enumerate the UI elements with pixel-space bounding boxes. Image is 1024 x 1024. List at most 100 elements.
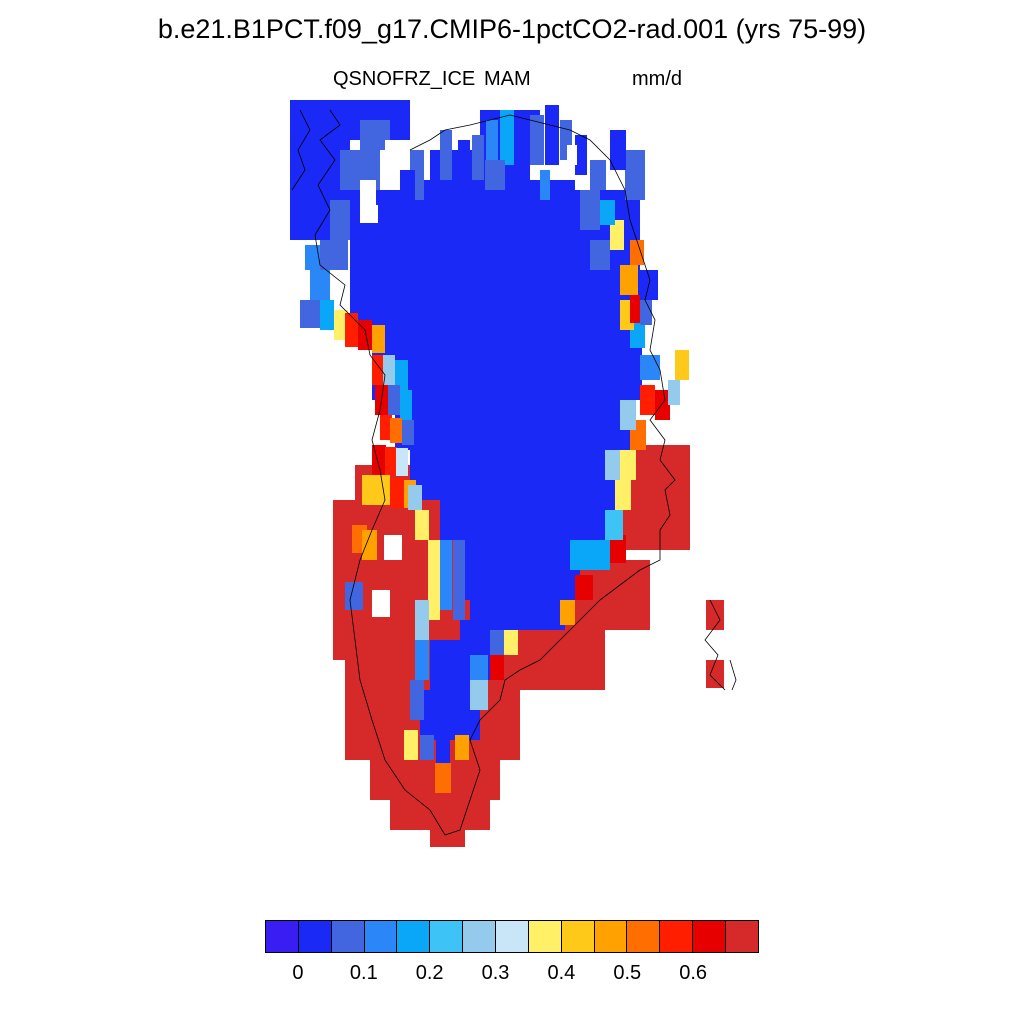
grid-cell <box>372 325 385 353</box>
grid-cell <box>415 600 429 640</box>
grid-cell <box>358 320 372 350</box>
grid-cell <box>605 510 623 540</box>
grid-cell <box>320 240 348 270</box>
colorbar-tick-labels: 0 0.1 0.2 0.3 0.4 0.5 0.6 <box>0 962 1024 988</box>
grid-cell <box>470 655 488 680</box>
grid-cell <box>455 735 469 760</box>
grid-cell <box>625 150 645 200</box>
grid-cell <box>575 575 593 600</box>
colorbar-swatch <box>594 921 628 952</box>
colorbar-tick-label: 0.6 <box>679 962 708 984</box>
colorbar-swatch <box>331 921 365 952</box>
grid-cell <box>380 415 392 440</box>
colorbar-swatch <box>397 921 431 952</box>
grid-cell <box>395 360 408 390</box>
grid-cell <box>440 130 452 180</box>
colorbar-swatch <box>266 921 299 952</box>
grid-cell <box>540 170 550 200</box>
colorbar-swatch <box>693 921 727 952</box>
colorbar-swatch <box>726 921 758 952</box>
grid-cell <box>570 540 610 570</box>
grid-cell <box>390 478 404 508</box>
grid-cell <box>435 763 451 793</box>
grid-cell <box>360 205 378 223</box>
grid-cell <box>545 105 559 165</box>
grid-cell <box>490 630 504 655</box>
colorbar-swatch <box>364 921 398 952</box>
grid-cell <box>360 180 376 210</box>
coastline <box>291 109 737 836</box>
grid-cell <box>590 240 610 270</box>
grid-cell <box>500 110 514 165</box>
grid-cell <box>404 730 418 760</box>
grid-cell <box>300 100 410 140</box>
grid-cell <box>470 680 488 710</box>
grid-cell <box>362 475 390 505</box>
grid-cell <box>372 590 390 617</box>
grid-cell <box>655 390 670 420</box>
grid-cell <box>408 485 422 510</box>
colorbar-tick-label: 0.2 <box>415 962 444 984</box>
plot-title: b.e21.B1PCT.f09_g17.CMIP6-1pctCO2-rad.00… <box>157 14 867 44</box>
coastline-path <box>291 109 311 191</box>
grid-cell <box>320 300 334 330</box>
grid-cell <box>610 130 626 170</box>
grid-cell <box>385 140 399 165</box>
grid-cell <box>385 447 397 475</box>
grid-cell <box>472 135 484 180</box>
grid-cell <box>415 510 429 540</box>
units-label: mm/d <box>632 68 682 90</box>
colorbar-tick-label: 0.1 <box>349 962 378 984</box>
grid-cell <box>668 380 680 405</box>
season-label: MAM <box>484 68 531 90</box>
grid-cell <box>300 300 320 328</box>
grid-cell <box>460 530 580 600</box>
grid-cell <box>615 480 631 510</box>
grid-cell <box>600 200 615 225</box>
grid-cell <box>490 655 504 680</box>
grid-cell <box>530 115 544 165</box>
coastline-path <box>729 659 737 691</box>
grid-cell <box>362 530 377 560</box>
colorbar-swatch <box>298 921 332 952</box>
grid-cell <box>400 390 412 420</box>
ice-sheet-cells <box>290 100 724 847</box>
grid-cell <box>330 200 350 240</box>
grid-cell <box>453 540 465 620</box>
grid-cell <box>375 385 389 415</box>
grid-cell <box>567 145 577 165</box>
grid-cell <box>383 355 395 385</box>
grid-cell <box>372 445 386 475</box>
grid-cell <box>485 160 505 190</box>
colorbar-tick-label: 0.5 <box>613 962 642 984</box>
colorbar-tick-label: 0 <box>292 962 304 984</box>
colorbar-tick-label: 0.4 <box>547 962 576 984</box>
grid-cell <box>580 190 600 230</box>
grid-cell <box>706 600 724 630</box>
grid-cell <box>430 820 465 847</box>
grid-cell <box>515 120 529 165</box>
grid-cell <box>310 270 330 300</box>
grid-cell <box>620 450 636 480</box>
coastline-path <box>314 109 676 836</box>
grid-cell <box>436 740 450 765</box>
variable-label: QSNOFRZ_ICE <box>333 68 476 90</box>
grid-cell <box>388 385 400 415</box>
grid-cell <box>640 385 655 415</box>
grid-cell <box>610 220 624 250</box>
grid-cell <box>575 135 587 175</box>
grid-cell <box>415 640 429 680</box>
grid-cell <box>630 240 644 265</box>
colorbar-swatch <box>528 921 562 952</box>
grid-cell <box>620 265 638 295</box>
colorbar <box>265 920 759 953</box>
grid-cell <box>372 330 642 400</box>
grid-cell <box>610 535 626 563</box>
colorbar-swatch <box>430 921 464 952</box>
grid-cell <box>706 660 724 688</box>
grid-cell <box>384 535 402 560</box>
grid-cell <box>630 295 642 323</box>
colorbar-swatch <box>463 921 497 952</box>
greenland-map <box>290 100 737 847</box>
grid-cell <box>420 735 434 760</box>
